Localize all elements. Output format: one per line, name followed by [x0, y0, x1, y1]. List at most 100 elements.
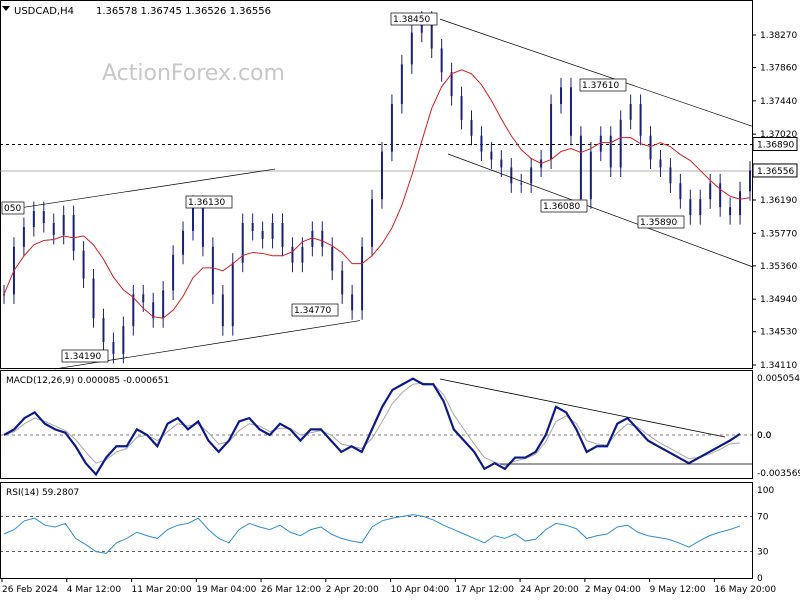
- candle-body: [251, 223, 254, 231]
- macd-layer: [0, 377, 752, 477]
- candle-body: [162, 290, 165, 319]
- chart-symbol: USDCAD,H4: [14, 6, 74, 17]
- watermark: ActionForex.com: [102, 61, 285, 86]
- price-annotation-box: [540, 199, 588, 213]
- candle-body: [709, 183, 712, 200]
- rsi-ytick-label: 70: [757, 512, 769, 522]
- candle-body: [699, 199, 702, 216]
- x-axis-label: 26 Mar 12:00: [261, 585, 321, 595]
- macd-trend-line: [439, 378, 726, 438]
- candle-body: [629, 104, 632, 120]
- candle-body: [361, 246, 364, 311]
- price-ytick-label: 1.34530: [760, 328, 797, 338]
- candle-body: [3, 294, 5, 296]
- candle-body: [112, 341, 115, 354]
- candle-body: [410, 32, 413, 65]
- candle-body: [311, 230, 314, 247]
- candle-body: [331, 246, 334, 271]
- chart-ohlc: 1.36578 1.36745 1.36526 1.36556: [96, 6, 271, 17]
- x-axis-label: 24 Apr 20:00: [520, 585, 579, 595]
- candle-body: [729, 207, 732, 216]
- candle-body: [639, 104, 642, 136]
- price-annotation-label: 1.36080: [543, 202, 580, 212]
- candle-body: [351, 294, 354, 311]
- candle-body: [460, 96, 463, 120]
- candle-body: [689, 199, 692, 216]
- channel-upper-line-left: [3, 168, 276, 211]
- price-panel-frame: [0, 0, 753, 369]
- macd-title: MACD(12,26,9) 0.000085 -0.000651: [6, 376, 169, 386]
- candle-body: [122, 326, 125, 354]
- price-ytick-label: 1.35360: [760, 262, 797, 272]
- candle-body: [749, 170, 751, 192]
- candle-body: [619, 119, 622, 168]
- price-ytick-label: 1.38270: [760, 31, 797, 41]
- price-annotation-label: 1.34190: [64, 352, 101, 362]
- candle-body: [301, 246, 304, 263]
- candle-body: [321, 230, 324, 247]
- rsi-line: [3, 514, 741, 554]
- x-axis-label: 10 Apr 04:00: [391, 585, 450, 595]
- x-axis-label: 19 Mar 04:00: [196, 585, 256, 595]
- x-axis-label: 2 Apr 20:00: [326, 585, 379, 595]
- price-annotation-box: [390, 12, 438, 26]
- price-annotation-label: 1.38450: [393, 15, 430, 25]
- candle-body: [530, 167, 533, 184]
- candle-body: [32, 211, 35, 227]
- channel-lower-line-right: [447, 153, 753, 267]
- candle-body: [420, 20, 423, 33]
- candle-body: [371, 199, 374, 247]
- candle-body: [739, 191, 742, 216]
- price-ytick-label: 1.37440: [760, 97, 797, 107]
- candle-body: [82, 250, 85, 279]
- price-layer: 1.38450 1.37610 1.36130 1.36080 1.35890 1.347…: [0, 11, 753, 370]
- reference-price-box: [752, 136, 798, 151]
- candle-body: [659, 159, 662, 168]
- candle-body: [191, 204, 194, 231]
- x-axis-label: 9 May 12:00: [650, 585, 706, 595]
- price-annotation-box: [637, 215, 685, 229]
- current-price-label: 1.36556: [757, 167, 794, 177]
- price-annotation-box: [579, 78, 627, 92]
- candle-body: [440, 48, 443, 73]
- macd-ytick-label: -0.003569: [757, 469, 800, 479]
- candle-body: [569, 87, 572, 136]
- macd-ytick-label: 0.005054: [757, 374, 800, 384]
- candle-body: [22, 226, 25, 247]
- candle-body: [490, 151, 493, 160]
- candle-body: [649, 135, 652, 160]
- candle-body: [430, 20, 433, 49]
- rsi-ytick-label: 100: [757, 486, 774, 496]
- price-ytick-label: 1.34940: [760, 295, 797, 305]
- chart-menu-dropdown-icon[interactable]: [2, 4, 10, 12]
- candle-body: [281, 223, 284, 247]
- price-annotation-box: [61, 349, 109, 363]
- candle-body: [380, 151, 383, 200]
- candle-body: [132, 294, 135, 327]
- x-axis-label: 17 Apr 12:00: [455, 585, 514, 595]
- candle-body: [62, 215, 65, 235]
- price-annotation-label: 050: [4, 204, 21, 214]
- rsi-ytick-label: 0: [757, 574, 763, 584]
- price-ytick-label: 1.37020: [760, 130, 797, 140]
- candle-body: [400, 64, 403, 105]
- candle-body: [341, 270, 344, 295]
- candle-body: [719, 183, 722, 208]
- candle-body: [560, 87, 563, 105]
- price-annotation-label: 1.37610: [582, 81, 619, 91]
- candle-body: [201, 204, 204, 247]
- candle-body: [480, 135, 483, 152]
- candle-body: [669, 167, 672, 184]
- x-axis-label: 11 Mar 20:00: [132, 585, 192, 595]
- x-axis-label: 16 May 20:00: [714, 585, 776, 595]
- x-axis-label: 2 May 04:00: [585, 585, 641, 595]
- price-ytick-label: 1.36190: [760, 196, 797, 206]
- candle-body: [241, 223, 244, 263]
- candle-body: [550, 104, 553, 160]
- rsi-ytick-label: 30: [757, 548, 769, 558]
- x-axis-label: 26 Feb 2024: [2, 585, 58, 595]
- price-annotation-box: [291, 303, 339, 317]
- macd-line: [3, 377, 741, 477]
- candle-body: [182, 230, 185, 255]
